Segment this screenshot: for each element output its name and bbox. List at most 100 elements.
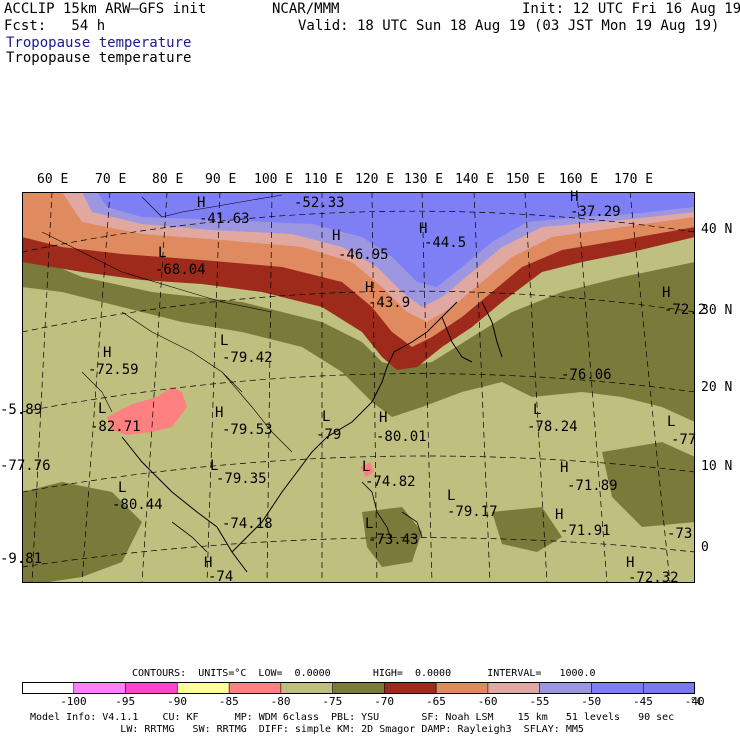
contour-info: CONTOURS: UNITS=°C LOW= 0.0000 HIGH= 0.0… (132, 668, 596, 679)
map-frame (22, 192, 695, 583)
center-marker: H (379, 410, 388, 426)
center-value: -79 (316, 427, 342, 443)
patch-olive (22, 482, 142, 583)
colorbar-swatch (591, 682, 645, 694)
patch-olive (502, 342, 602, 397)
lat-label: 40 N (701, 222, 733, 237)
colorbar-swatch (435, 682, 489, 694)
center-value: -80.01 (376, 429, 427, 445)
center-value: -74.82 (365, 474, 416, 490)
center-marker: L (667, 414, 676, 430)
grid-lines (22, 192, 695, 583)
lon-label: 60 E (37, 172, 69, 187)
lat-label: 0 (701, 540, 709, 555)
colorbar-tick-label: -45 (633, 695, 653, 708)
center-marker: H (215, 405, 224, 421)
colorbar-tick-label: -85 (218, 695, 239, 708)
center-value: -72.59 (88, 362, 139, 378)
center-marker: L (362, 459, 371, 475)
colorbar-swatch (384, 682, 437, 694)
country-border (41, 194, 293, 453)
model-info-line2: LW: RRTMG SW: RRTMG DIFF: simple KM: 2D … (30, 724, 584, 735)
center-value: -46.95 (338, 247, 389, 263)
center-value: -43.9 (368, 295, 411, 311)
center-marker: H (662, 285, 671, 301)
center-value: -52.33 (294, 195, 345, 211)
lat-label: 10 N (701, 459, 733, 474)
lon-label: 90 E (205, 172, 237, 187)
init-time: Init: 12 UTC Fri 16 Aug 19 (522, 1, 740, 17)
center-marker: H (560, 460, 569, 476)
lon-label: 140 E (455, 172, 495, 187)
center-marker: L (118, 480, 127, 496)
center-marker: L (98, 401, 107, 417)
center-marker: H (570, 189, 579, 205)
center-value: -76.06 (561, 367, 612, 383)
colorbar-swatch (539, 682, 593, 694)
center-value: -79.35 (216, 471, 267, 487)
center-value: -41.63 (199, 211, 250, 227)
center-marker: L (322, 409, 331, 425)
colorbar-swatch (280, 682, 334, 694)
colorbar-tick-label: -40 (684, 695, 705, 708)
center-value: -79.17 (447, 504, 498, 520)
band-blue (97, 192, 695, 287)
lon-label: 80 E (152, 172, 184, 187)
colorbar-swatch (487, 682, 541, 694)
center-marker: L (365, 516, 374, 532)
center-value: -72.2 (664, 302, 707, 318)
center-value: -82.71 (90, 419, 141, 435)
lon-label: 130 E (404, 172, 444, 187)
colorbar-tick-label: -70 (374, 695, 395, 708)
center-value: -78.24 (527, 419, 578, 435)
colorbar-unit: °C (690, 695, 704, 708)
colorbar-tick-label: -60 (477, 695, 498, 708)
patch-olive (362, 507, 422, 567)
patch-olive (602, 442, 695, 527)
lon-label: 70 E (95, 172, 127, 187)
colorbar-tick-label: -90 (167, 695, 187, 708)
center-value: -44.5 (424, 235, 467, 251)
center-marker: L (533, 402, 542, 418)
lat-label: 20 N (701, 380, 733, 395)
colorbar-swatch (177, 682, 230, 694)
center-marker: H (365, 280, 374, 296)
center-value: -71.91 (560, 523, 611, 539)
lon-label: 120 E (355, 172, 395, 187)
center-marker: H (332, 228, 341, 244)
center-value: -5.89 (0, 402, 43, 418)
tropopause-temperature-map (22, 192, 695, 583)
center-value: -77 (671, 432, 697, 448)
center-marker: L (447, 488, 456, 504)
colorbar-tick-label: -80 (270, 695, 291, 708)
model-title: ACCLIP 15km ARW–GFS init (4, 1, 207, 17)
lon-label: 160 E (559, 172, 599, 187)
lat-label: 30 N (701, 303, 733, 318)
colorbar-tick-label: -65 (426, 695, 446, 708)
center-marker: H (103, 345, 112, 361)
center-value: -79.53 (222, 422, 273, 438)
center-value: -74.18 (222, 516, 273, 532)
center-marker: H (555, 507, 564, 523)
center-value: -80.44 (112, 497, 163, 513)
center-value: -73 (667, 526, 693, 542)
patch-pink (107, 387, 187, 435)
lon-label: 110 E (304, 172, 344, 187)
center-value: -77.76 (0, 458, 51, 474)
forecast-hour: Fcst: 54 h (4, 18, 106, 34)
center-label: NCAR/MMM (272, 1, 340, 17)
colorbar-tick-label: -50 (581, 695, 602, 708)
center-marker: L (220, 333, 229, 349)
center-value: -9.81 (0, 551, 43, 567)
center-marker: L (158, 245, 167, 261)
center-value: -71.89 (567, 478, 618, 494)
lon-label: 100 E (254, 172, 294, 187)
center-value: -37.29 (570, 204, 621, 220)
field-title-primary: Tropopause temperature (6, 35, 192, 51)
colorbar-tick-label: -95 (115, 695, 136, 708)
colorbar-tick-label: -100 (60, 695, 87, 708)
patch-pink (360, 462, 374, 477)
center-marker: H (419, 221, 428, 237)
colorbar-frame (22, 682, 695, 694)
center-value: -72.32 (628, 570, 679, 586)
